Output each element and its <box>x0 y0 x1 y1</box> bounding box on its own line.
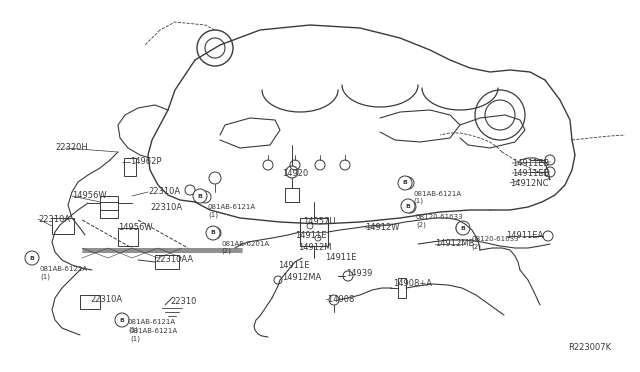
Text: 14911E: 14911E <box>325 253 356 263</box>
Text: 22310: 22310 <box>170 298 196 307</box>
Text: 14911E: 14911E <box>278 260 310 269</box>
Text: 14911EB: 14911EB <box>512 169 549 177</box>
Text: 22310AA: 22310AA <box>155 256 193 264</box>
Text: 14920: 14920 <box>282 170 308 179</box>
Text: 14957U: 14957U <box>303 218 335 227</box>
Text: B: B <box>29 256 35 260</box>
Text: 14956W: 14956W <box>72 192 107 201</box>
Text: 14939: 14939 <box>346 269 372 279</box>
Text: B: B <box>406 203 410 208</box>
Text: 14912W: 14912W <box>365 224 399 232</box>
Bar <box>100 196 118 210</box>
Text: 14911EA: 14911EA <box>506 231 543 241</box>
Text: B: B <box>403 180 408 186</box>
Bar <box>118 228 138 246</box>
Text: 081AB-6121A: 081AB-6121A <box>128 319 176 325</box>
Text: 14911E: 14911E <box>295 231 326 241</box>
Text: 0B120-61633
(2): 0B120-61633 (2) <box>416 214 463 228</box>
Circle shape <box>25 251 39 265</box>
Bar <box>100 202 118 218</box>
Text: 081AB-6201A
(2): 081AB-6201A (2) <box>221 241 269 254</box>
Text: B: B <box>461 225 465 231</box>
Text: 081AB-6121A
(1): 081AB-6121A (1) <box>208 204 256 218</box>
Text: B: B <box>211 231 216 235</box>
Text: 22310A: 22310A <box>90 295 122 305</box>
Text: 22310A: 22310A <box>150 203 182 212</box>
Text: 14956W: 14956W <box>118 224 152 232</box>
Bar <box>398 278 406 298</box>
Text: 0B120-61633
(2): 0B120-61633 (2) <box>471 236 518 250</box>
Circle shape <box>115 313 129 327</box>
Bar <box>155 255 179 269</box>
Text: B: B <box>198 193 202 199</box>
Text: 081AB-6121A
(1): 081AB-6121A (1) <box>130 328 178 341</box>
Text: 14912MB: 14912MB <box>435 240 474 248</box>
Text: 14908+A: 14908+A <box>393 279 432 288</box>
Text: 14912M: 14912M <box>298 244 332 253</box>
Text: 22310A: 22310A <box>148 187 180 196</box>
Text: 22310A: 22310A <box>38 215 70 224</box>
Text: -14908: -14908 <box>326 295 355 305</box>
Text: 081AB-6121A
(1): 081AB-6121A (1) <box>40 266 88 279</box>
Text: R223007K: R223007K <box>568 343 611 352</box>
Text: 14911EB: 14911EB <box>512 158 549 167</box>
Circle shape <box>401 199 415 213</box>
Text: 22320H: 22320H <box>55 144 88 153</box>
Text: 14912MA: 14912MA <box>282 273 321 282</box>
Bar <box>80 295 100 309</box>
Bar <box>124 158 136 176</box>
Bar <box>300 218 328 246</box>
Text: 081AB-6121A
(1): 081AB-6121A (1) <box>413 191 461 205</box>
Text: 14912NC: 14912NC <box>510 179 548 187</box>
Text: B: B <box>120 317 124 323</box>
Text: 14962P: 14962P <box>130 157 161 167</box>
Circle shape <box>193 189 207 203</box>
Circle shape <box>456 221 470 235</box>
Bar <box>52 218 74 234</box>
Circle shape <box>398 176 412 190</box>
Text: (1): (1) <box>128 327 138 333</box>
Circle shape <box>206 226 220 240</box>
